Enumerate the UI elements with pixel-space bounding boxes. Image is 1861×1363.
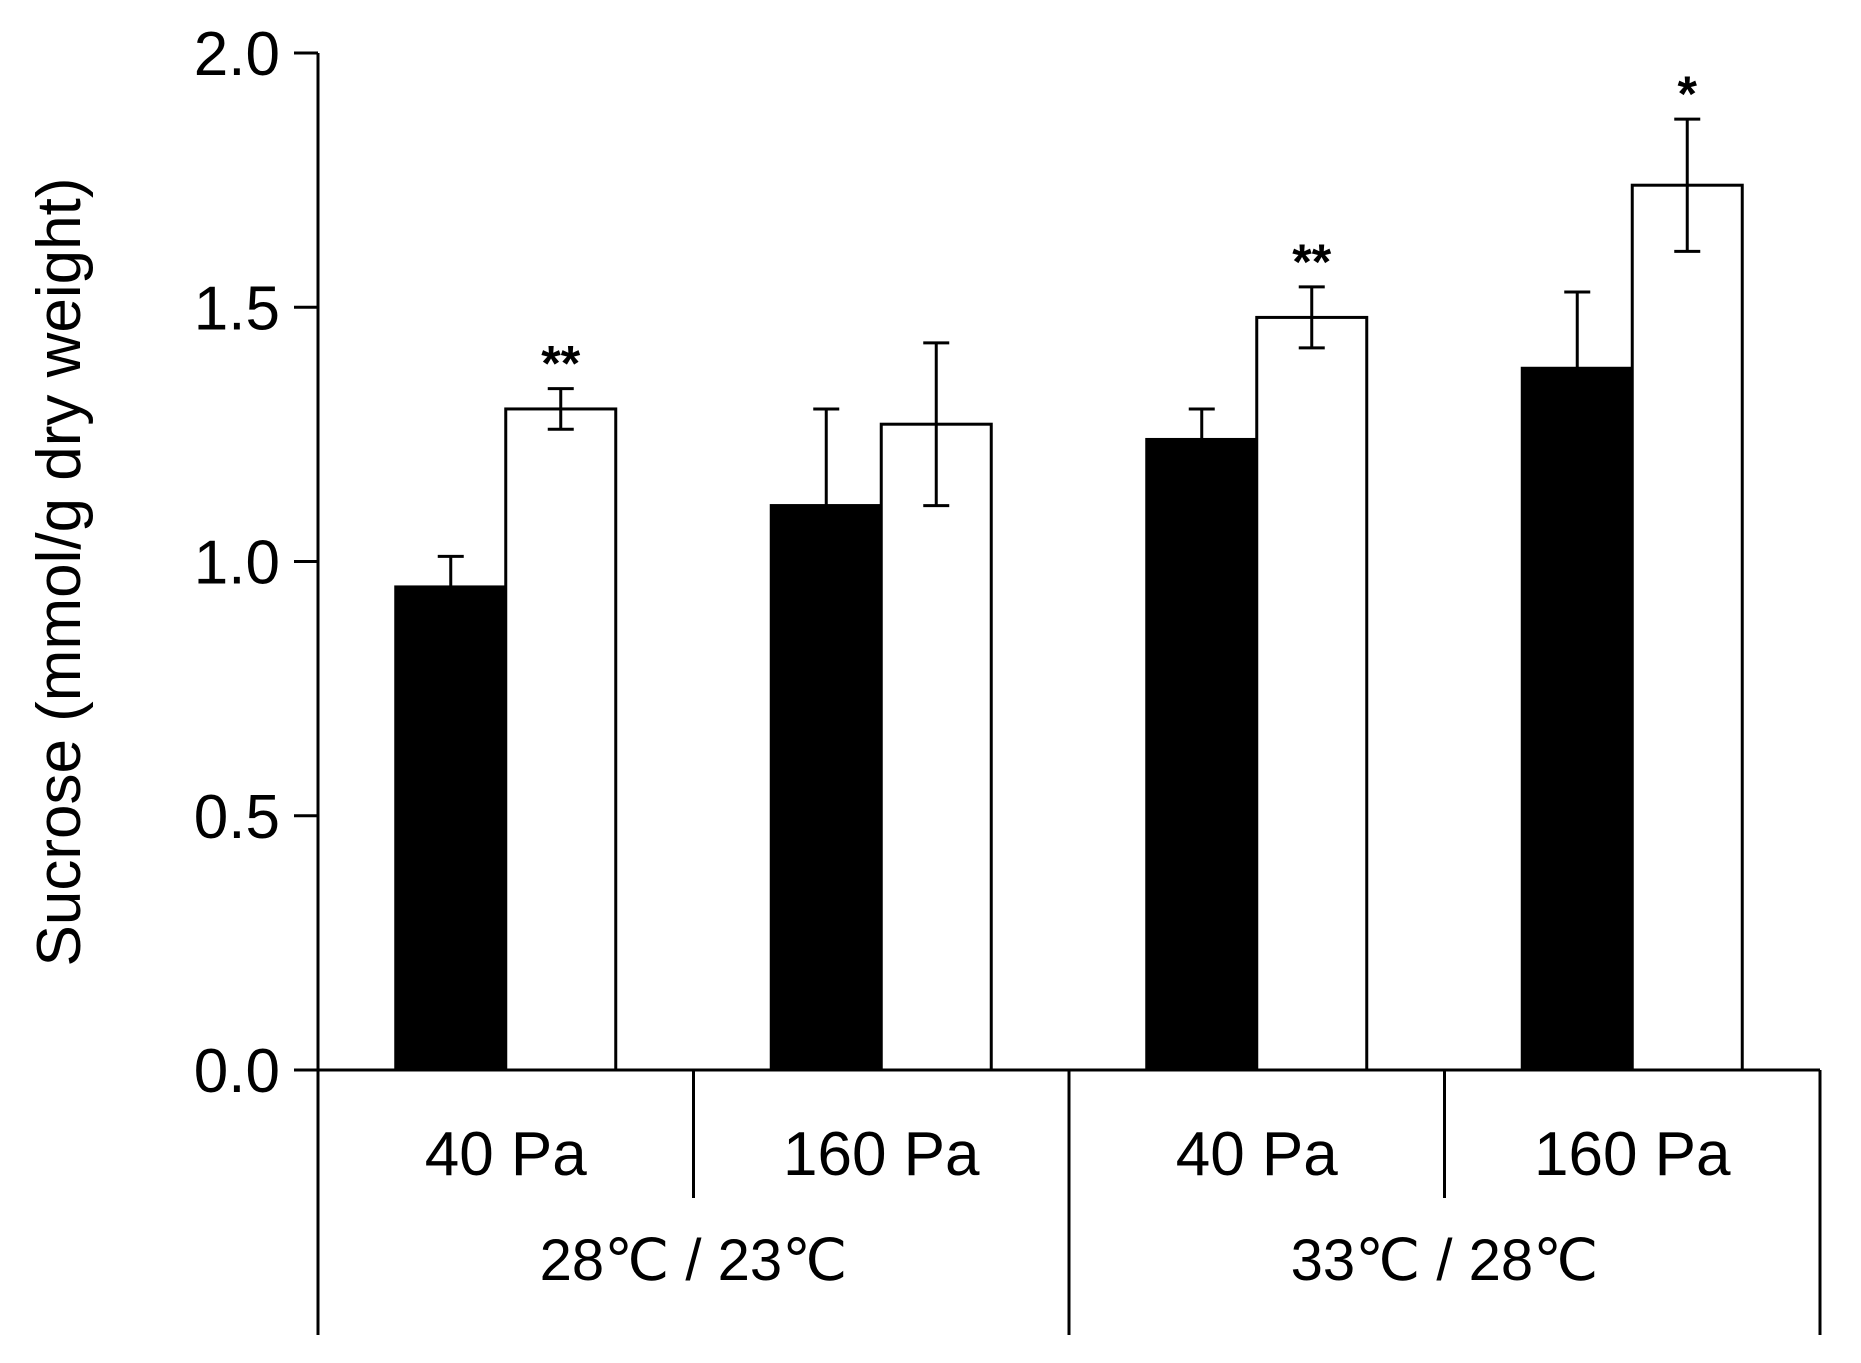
bar-series-black bbox=[1520, 366, 1634, 1072]
category-label: 40 Pa bbox=[1176, 1120, 1339, 1189]
significance-marker: * bbox=[1678, 66, 1698, 122]
x-axis-table: 40 Pa 160 Pa 40 Pa 160 Pa 28℃ / 23℃ 33℃ / 28℃ bbox=[316, 1068, 1822, 1335]
group-label: 28℃ / 23℃ bbox=[540, 1228, 848, 1293]
y-tick-label: 2.0 bbox=[194, 20, 280, 89]
bar-series-white bbox=[1630, 183, 1744, 1072]
significance-marker: ** bbox=[541, 336, 580, 392]
category-label: 160 Pa bbox=[783, 1120, 980, 1189]
group-label: 33℃ / 28℃ bbox=[1291, 1228, 1599, 1293]
bar-series-black bbox=[394, 585, 508, 1072]
y-tick-label: 1.0 bbox=[194, 529, 280, 598]
bar-series-black bbox=[1145, 437, 1259, 1072]
y-axis: 0.0 0.5 1.0 1.5 2.0 bbox=[194, 20, 320, 1106]
category-label: 160 Pa bbox=[1534, 1120, 1731, 1189]
significance-marker: ** bbox=[1292, 234, 1331, 290]
bar-series-white bbox=[504, 407, 618, 1072]
bar-series-white bbox=[1255, 315, 1369, 1072]
y-axis-title: Sucrose (mmol/g dry weight) bbox=[25, 177, 94, 966]
y-tick-label: 1.5 bbox=[194, 274, 280, 343]
category-label: 40 Pa bbox=[425, 1120, 588, 1189]
bar-series-white bbox=[879, 422, 993, 1072]
y-tick-label: 0.0 bbox=[194, 1037, 280, 1106]
bars: ***** bbox=[394, 66, 1744, 1072]
y-tick-label: 0.5 bbox=[194, 783, 280, 852]
